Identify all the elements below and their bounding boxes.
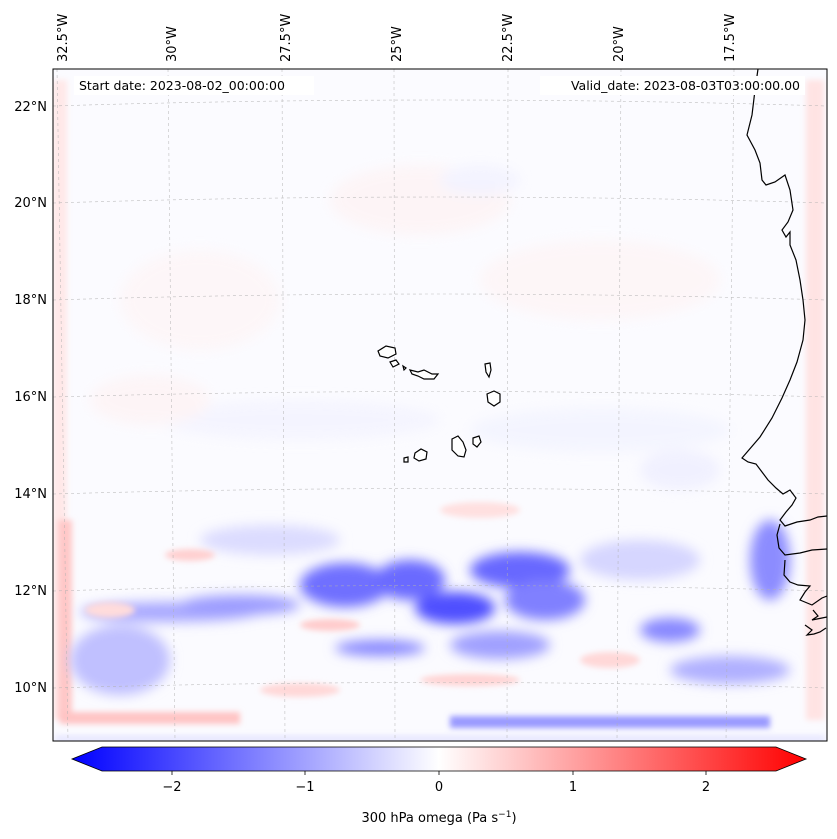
colorbar-title: 300 hPa omega (Pa s−1) <box>361 810 516 826</box>
island-santo-antao <box>377 345 397 359</box>
island-sal <box>484 362 492 379</box>
lat-label: 22°N <box>14 100 47 115</box>
guinea-coast <box>783 559 827 606</box>
island-maio <box>472 435 482 448</box>
colorbar-tick-label: −1 <box>295 780 314 795</box>
lon-label: 22.5°W <box>501 14 516 62</box>
lat-label: 18°N <box>14 293 47 308</box>
cape-verde-islands <box>377 345 501 463</box>
lat-label: 14°N <box>14 487 47 502</box>
colorbar: −2 −1 0 1 2 300 hPa omega (Pa s−1) <box>70 746 808 826</box>
valid-date-label: Valid_date: 2023-08-03T03:00:00.00 <box>571 78 800 93</box>
start-date-label: Start date: 2023-08-02_00:00:00 <box>79 78 285 93</box>
colorbar-tick-label: 1 <box>569 780 577 795</box>
colorbar-bar <box>70 746 808 772</box>
island-santiago <box>451 435 467 458</box>
longitude-labels: 32.5°W 30°W 27.5°W 25°W 22.5°W 20°W 17.5… <box>56 14 738 62</box>
lat-label: 16°N <box>14 390 47 405</box>
lon-label: 17.5°W <box>723 14 738 62</box>
omega-field <box>53 69 827 741</box>
lat-label: 12°N <box>14 584 47 599</box>
latitude-labels: 22°N 20°N 18°N 16°N 14°N 12°N 10°N <box>14 100 47 696</box>
bijagos <box>804 624 827 636</box>
lon-label: 30°W <box>165 26 180 62</box>
colorbar-title-sup: −1 <box>498 810 511 820</box>
colorbar-title-close: ) <box>511 811 516 826</box>
lat-label: 20°N <box>14 196 47 211</box>
island-sao-vicente <box>389 359 400 368</box>
island-fogo <box>413 448 428 462</box>
map-frame <box>52 68 828 742</box>
africa-coast <box>741 69 827 527</box>
colorbar-tick-label: 0 <box>435 780 443 795</box>
island-sao-nicolau <box>408 369 440 380</box>
gambia-coast <box>776 523 827 556</box>
colorbar-tick-label: 2 <box>702 780 710 795</box>
lat-label: 10°N <box>14 681 47 696</box>
lon-label: 32.5°W <box>56 14 71 62</box>
island-brava <box>403 456 409 463</box>
island-santa-luzia <box>402 364 407 372</box>
lon-label: 25°W <box>390 26 405 62</box>
lon-label: 27.5°W <box>279 14 294 62</box>
island-boa-vista <box>486 390 501 407</box>
coastline <box>741 69 827 636</box>
info-box-valid <box>540 76 805 95</box>
colorbar-title-main: 300 hPa omega (Pa s <box>361 811 498 826</box>
colorbar-tick-label: −2 <box>162 780 181 795</box>
colorbar-ticks <box>171 771 707 775</box>
info-box-start <box>74 76 314 95</box>
gridlines <box>53 69 827 741</box>
lon-label: 20°W <box>612 26 627 62</box>
guinea-coast-2 <box>811 609 827 621</box>
